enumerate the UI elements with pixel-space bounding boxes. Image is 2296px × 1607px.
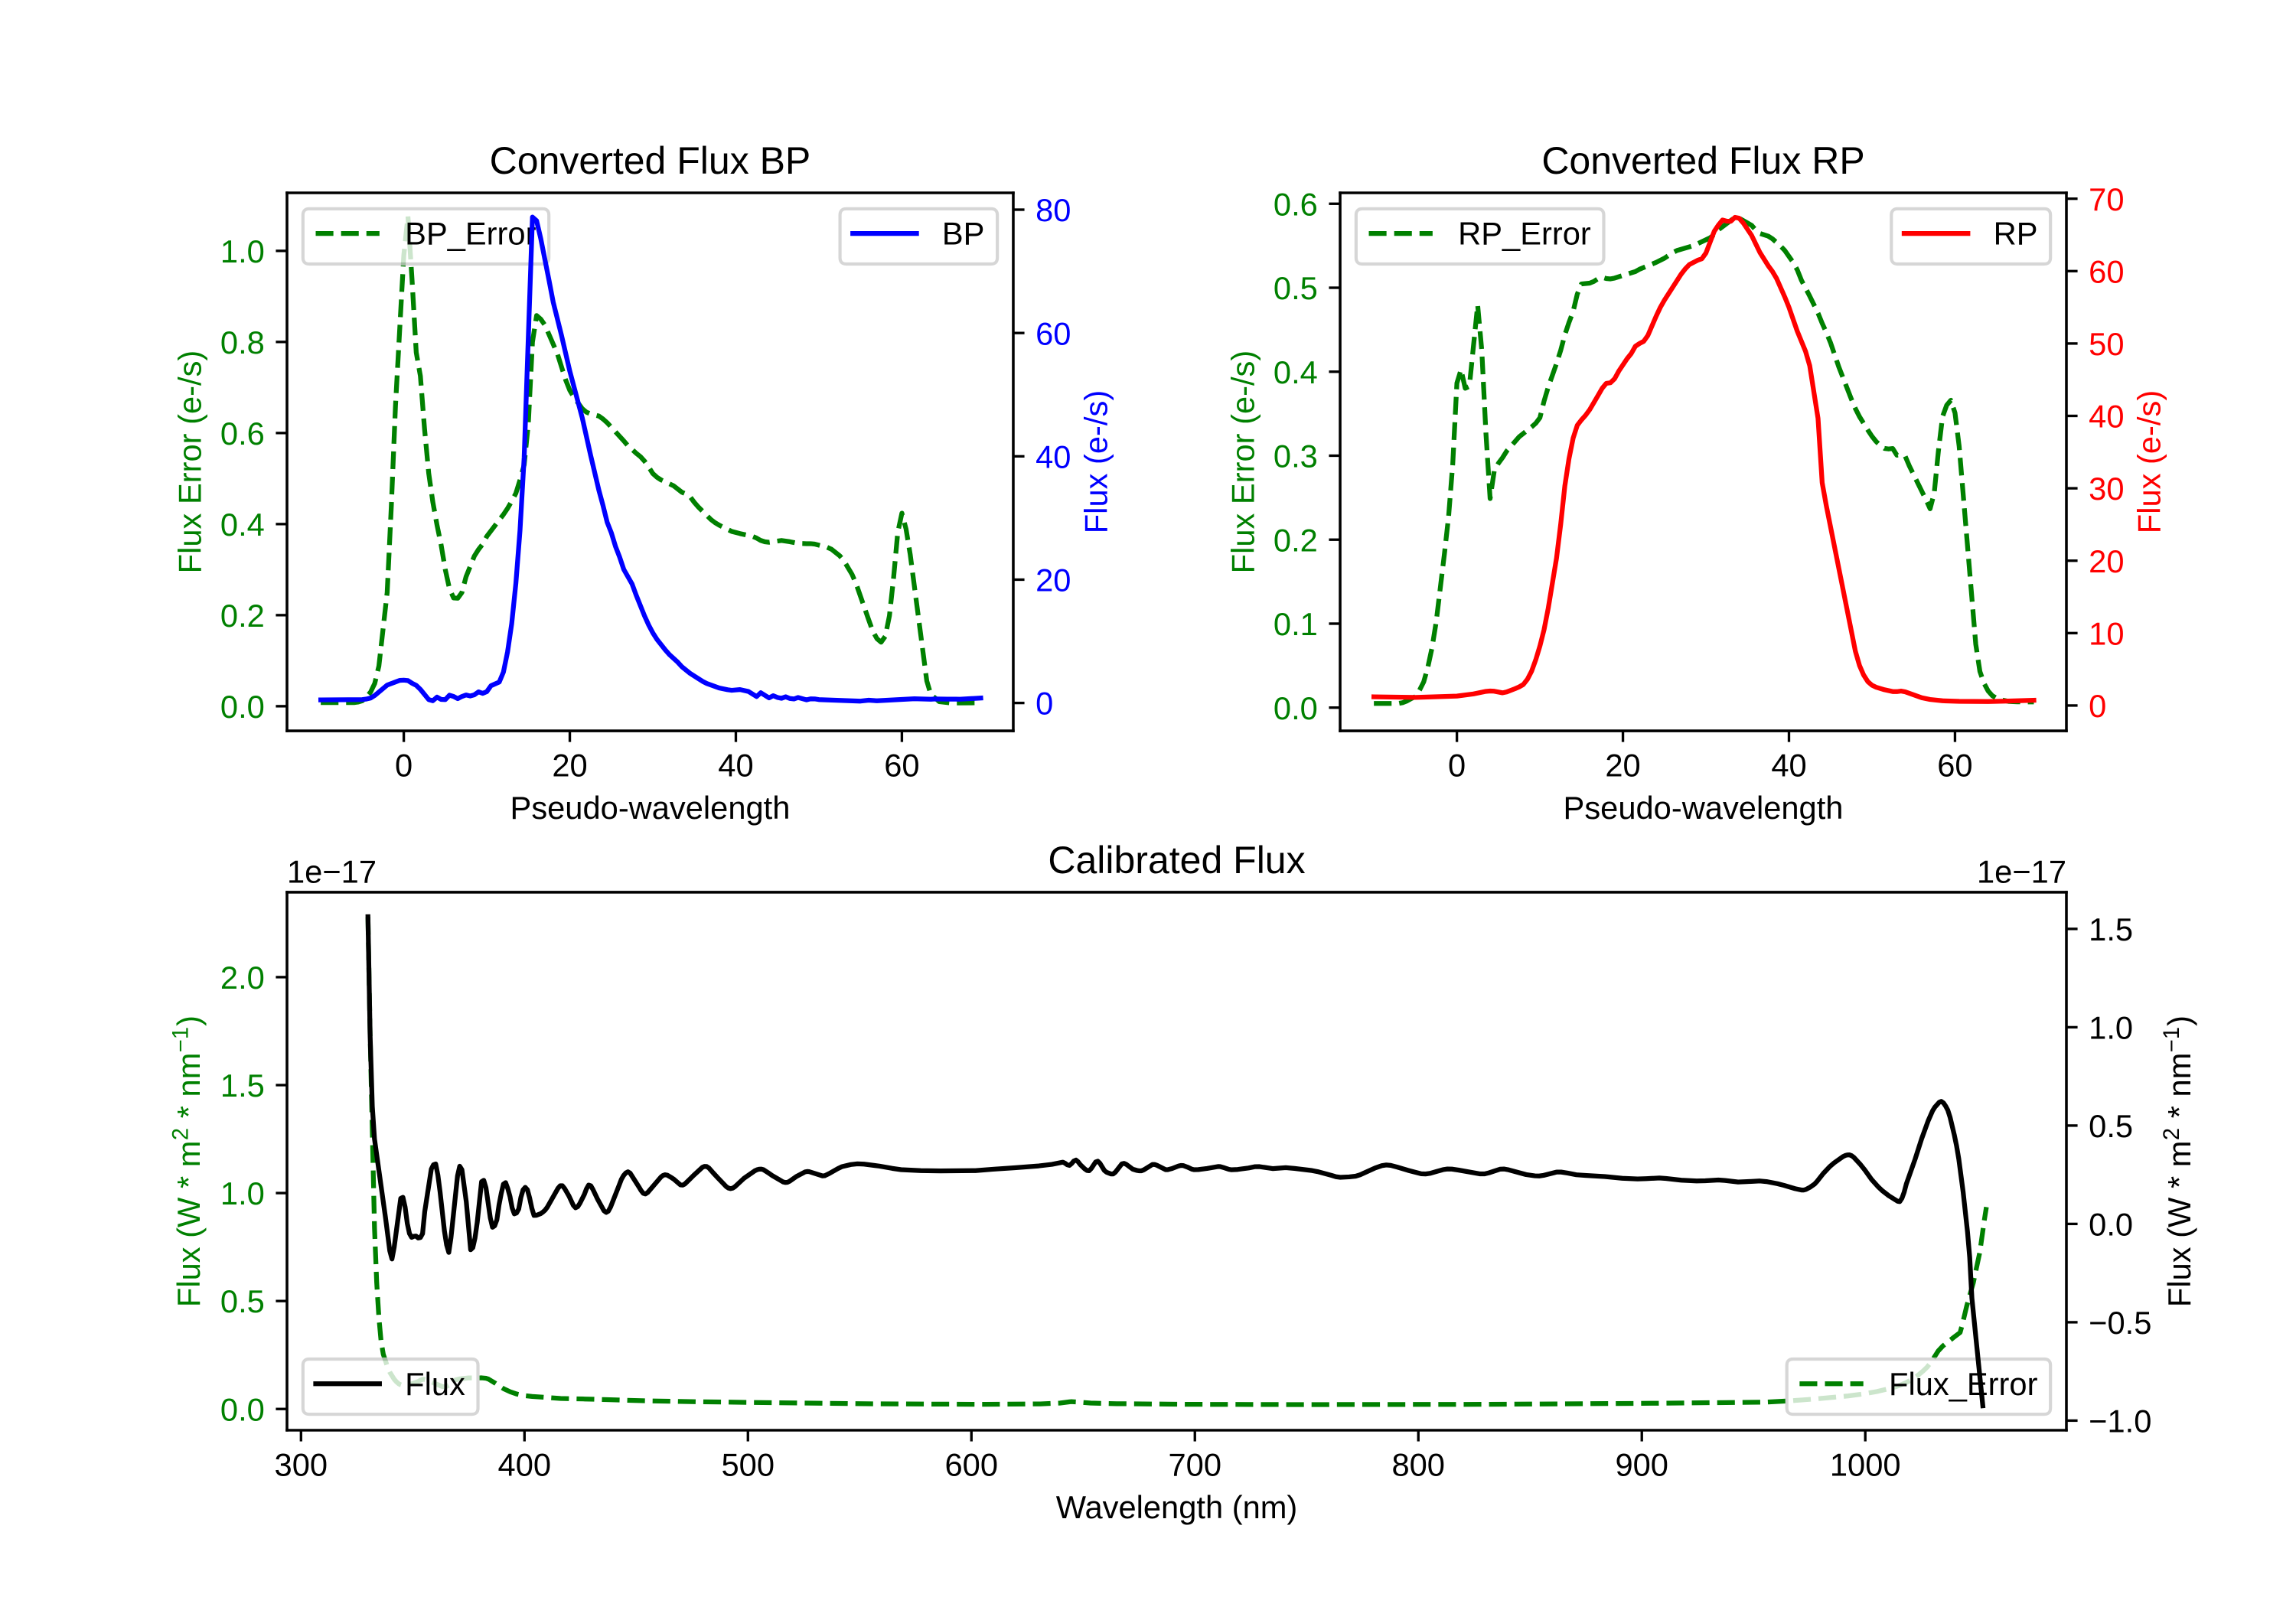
svg-text:0: 0 bbox=[395, 747, 413, 783]
svg-text:Flux_Error: Flux_Error bbox=[1889, 1366, 2038, 1402]
svg-text:700: 700 bbox=[1168, 1446, 1221, 1482]
svg-text:900: 900 bbox=[1615, 1446, 1668, 1482]
svg-text:40: 40 bbox=[718, 747, 753, 783]
svg-text:0.0: 0.0 bbox=[2089, 1206, 2133, 1242]
svg-text:Flux (e-/s): Flux (e-/s) bbox=[1078, 390, 1114, 533]
svg-text:20: 20 bbox=[1605, 747, 1640, 783]
svg-text:300: 300 bbox=[275, 1446, 328, 1482]
svg-text:0.3: 0.3 bbox=[1274, 438, 1318, 474]
svg-text:0: 0 bbox=[2089, 688, 2106, 724]
svg-text:0.1: 0.1 bbox=[1274, 606, 1318, 642]
svg-text:Flux Error (e-/s): Flux Error (e-/s) bbox=[1225, 350, 1261, 574]
svg-text:0.6: 0.6 bbox=[1274, 186, 1318, 222]
svg-text:600: 600 bbox=[945, 1446, 999, 1482]
svg-text:Pseudo-wavelength: Pseudo-wavelength bbox=[1564, 790, 1844, 826]
svg-text:10: 10 bbox=[2089, 615, 2124, 651]
svg-text:400: 400 bbox=[498, 1446, 552, 1482]
svg-text:0: 0 bbox=[1448, 747, 1466, 783]
svg-text:60: 60 bbox=[884, 747, 919, 783]
svg-text:0.5: 0.5 bbox=[2089, 1108, 2133, 1144]
svg-text:Converted Flux RP: Converted Flux RP bbox=[1541, 139, 1864, 182]
svg-text:40: 40 bbox=[2089, 399, 2124, 435]
svg-text:Flux Error (e-/s): Flux Error (e-/s) bbox=[172, 350, 208, 574]
svg-text:60: 60 bbox=[1035, 315, 1071, 351]
svg-text:60: 60 bbox=[2089, 253, 2124, 289]
svg-text:−1.0: −1.0 bbox=[2089, 1403, 2151, 1439]
svg-text:0.0: 0.0 bbox=[1274, 690, 1318, 726]
svg-text:1000: 1000 bbox=[1830, 1446, 1901, 1482]
svg-text:1.5: 1.5 bbox=[2089, 911, 2133, 947]
svg-text:1.0: 1.0 bbox=[220, 233, 265, 269]
svg-text:0.4: 0.4 bbox=[220, 507, 265, 543]
svg-text:0.5: 0.5 bbox=[1274, 270, 1318, 306]
svg-text:Wavelength (nm): Wavelength (nm) bbox=[1056, 1489, 1298, 1525]
svg-text:500: 500 bbox=[722, 1446, 775, 1482]
svg-text:1.0: 1.0 bbox=[220, 1175, 265, 1211]
svg-text:20: 20 bbox=[552, 747, 587, 783]
svg-text:Flux (e-/s): Flux (e-/s) bbox=[2131, 390, 2167, 533]
svg-text:0.2: 0.2 bbox=[1274, 522, 1318, 558]
svg-text:80: 80 bbox=[1035, 192, 1071, 228]
svg-text:Calibrated Flux: Calibrated Flux bbox=[1048, 839, 1305, 882]
svg-text:20: 20 bbox=[1035, 562, 1071, 598]
svg-text:0.0: 0.0 bbox=[220, 1391, 265, 1427]
svg-text:Converted Flux BP: Converted Flux BP bbox=[490, 139, 811, 182]
svg-text:60: 60 bbox=[1937, 747, 1972, 783]
svg-text:−0.5: −0.5 bbox=[2089, 1305, 2151, 1341]
svg-text:1e−17: 1e−17 bbox=[1977, 853, 2066, 889]
svg-text:40: 40 bbox=[1771, 747, 1806, 783]
svg-text:Pseudo-wavelength: Pseudo-wavelength bbox=[510, 790, 791, 826]
svg-text:RP: RP bbox=[1994, 216, 2038, 252]
svg-text:Flux: Flux bbox=[405, 1366, 465, 1402]
svg-text:0.2: 0.2 bbox=[220, 598, 265, 634]
svg-text:1.5: 1.5 bbox=[220, 1068, 265, 1103]
svg-text:0: 0 bbox=[1035, 686, 1053, 722]
svg-text:0.6: 0.6 bbox=[220, 416, 265, 451]
svg-text:F l u x: F l u x ( W * m * n m ) 2 − 1 bbox=[2134, 1001, 2202, 1307]
svg-text:70: 70 bbox=[2089, 181, 2124, 217]
svg-text:0.4: 0.4 bbox=[1274, 354, 1318, 390]
svg-text:40: 40 bbox=[1035, 438, 1071, 474]
svg-text:0.5: 0.5 bbox=[220, 1283, 265, 1319]
svg-text:BP_Error: BP_Error bbox=[405, 216, 536, 252]
svg-text:F l u x: F l u x ( W * m * n m ) 2 − 1 bbox=[142, 1001, 210, 1307]
svg-text:1e−17: 1e−17 bbox=[287, 853, 377, 889]
svg-text:50: 50 bbox=[2089, 326, 2124, 362]
svg-text:0.0: 0.0 bbox=[220, 689, 265, 725]
svg-text:0.8: 0.8 bbox=[220, 324, 265, 360]
svg-text:RP_Error: RP_Error bbox=[1458, 216, 1591, 252]
svg-text:BP: BP bbox=[942, 216, 985, 252]
svg-text:2.0: 2.0 bbox=[220, 960, 265, 996]
svg-text:800: 800 bbox=[1391, 1446, 1445, 1482]
svg-text:20: 20 bbox=[2089, 543, 2124, 579]
svg-text:30: 30 bbox=[2089, 471, 2124, 507]
svg-text:1.0: 1.0 bbox=[2089, 1009, 2133, 1045]
